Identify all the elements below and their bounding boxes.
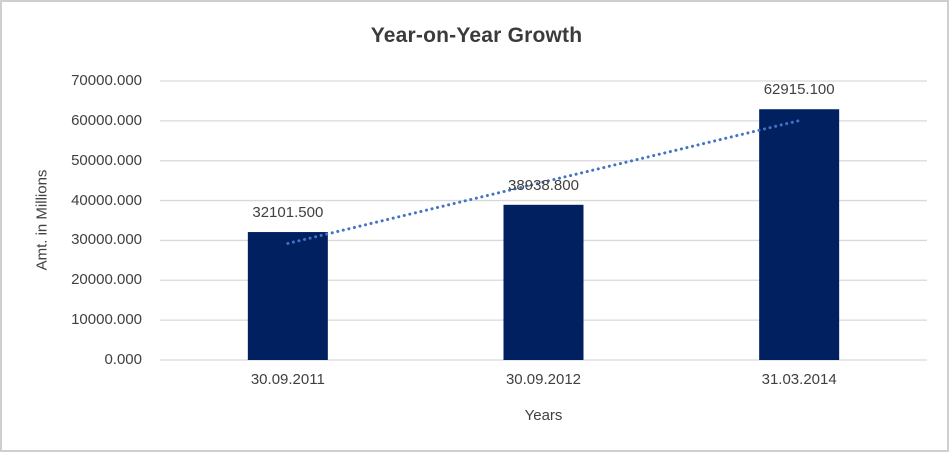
y-tick-label: 60000.000	[71, 111, 142, 129]
y-tick-label: 40000.000	[71, 191, 142, 209]
x-axis-title: Years	[524, 407, 563, 424]
bar-30.09.2012	[503, 204, 584, 360]
data-label: 38938.800	[508, 176, 579, 194]
bar-31.03.2014	[759, 109, 840, 360]
y-tick-label: 50000.000	[71, 151, 142, 169]
trendline	[286, 119, 801, 245]
x-tick-label: 30.09.2012	[505, 371, 582, 388]
data-label: 32101.500	[252, 204, 324, 222]
bar-30.09.2011	[247, 232, 328, 360]
x-tick-label: 30.09.2011	[250, 371, 325, 388]
y-tick-label: 30000.000	[71, 231, 142, 249]
data-label: 62915.100	[763, 81, 835, 99]
y-tick-label: 20000.000	[71, 271, 142, 289]
y-axis-title: Amt. in Millions	[33, 169, 51, 271]
y-tick-label: 10000.000	[71, 311, 142, 329]
x-tick-label: 31.03.2014	[761, 371, 837, 388]
y-tick-label: 0.000	[104, 351, 142, 368]
y-tick-label: 70000.000	[71, 72, 142, 89]
chart-title: Year-on-Year Growth	[370, 24, 583, 47]
